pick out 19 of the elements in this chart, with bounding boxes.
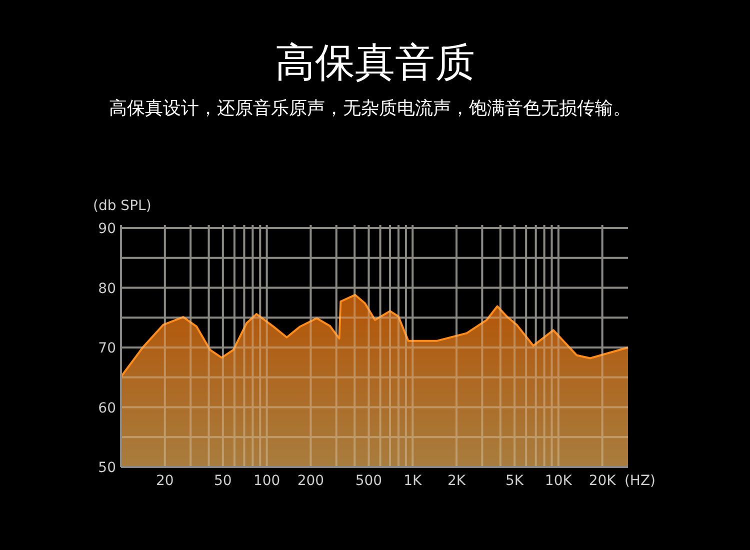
y-tick-label: 80 [98, 280, 116, 297]
x-tick-label: 50 [214, 473, 232, 489]
x-tick-label: 20 [156, 473, 174, 489]
x-axis-title: (HZ) [624, 473, 656, 489]
x-tick-label: 20K [588, 473, 617, 489]
chart-title: 高保真音质 [275, 40, 475, 86]
y-tick-label: 50 [98, 460, 116, 476]
x-tick-label: 1K [404, 473, 422, 489]
x-tick-label: 2K [447, 473, 466, 489]
y-tick-label: 90 [98, 221, 116, 237]
x-tick-label: 500 [355, 473, 382, 489]
y-axis-title: (db SPL) [93, 198, 152, 214]
x-tick-label: 200 [297, 473, 324, 489]
chart-subtitle: 高保真设计，还原音乐原声，无杂质电流声，饱满音色无损传输。 [109, 98, 631, 119]
x-tick-label: 100 [253, 473, 280, 489]
x-tick-label: 5K [505, 473, 524, 489]
x-tick-label: 10K [544, 473, 573, 489]
y-tick-label: 60 [98, 400, 116, 416]
y-tick-label: 70 [98, 340, 116, 356]
